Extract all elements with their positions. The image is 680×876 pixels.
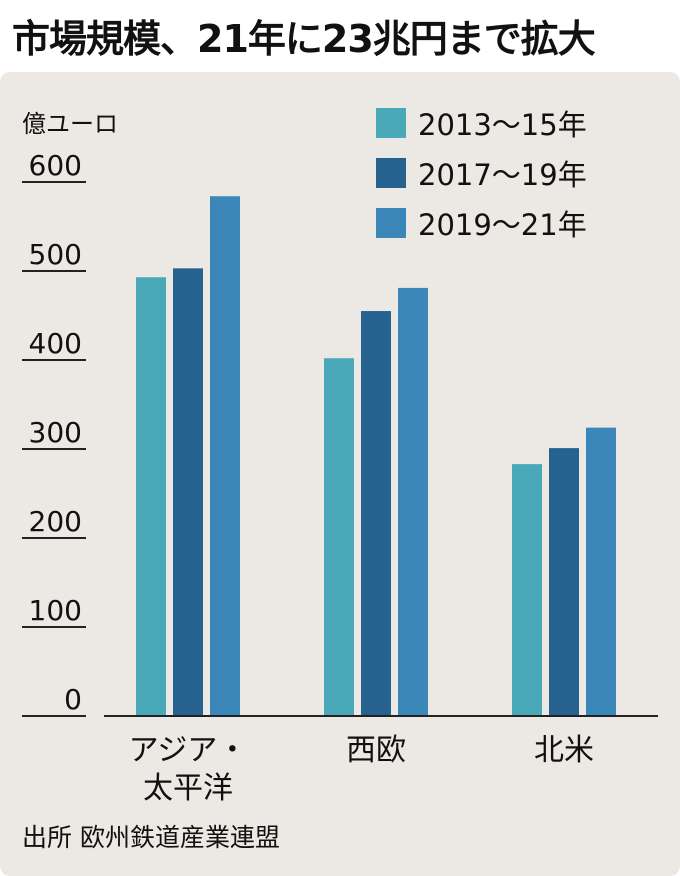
- y-tick-label: 0: [64, 683, 82, 716]
- x-category-label: 太平洋: [143, 771, 233, 806]
- bar: [398, 287, 428, 716]
- bar: [361, 311, 391, 716]
- legend-swatch: [376, 158, 406, 188]
- x-axis: アジア・太平洋 西欧 北米: [104, 715, 658, 806]
- y-tick-label: 300: [29, 416, 82, 449]
- chart-title: 市場規模、21年に23兆円まで拡大: [12, 17, 596, 61]
- bar: [512, 464, 542, 716]
- bar: [586, 427, 616, 716]
- y-tick-label: 500: [29, 238, 82, 271]
- bar: [549, 448, 579, 716]
- y-tick-label: 600: [29, 149, 82, 182]
- y-tick-label: 200: [29, 505, 82, 538]
- bar: [173, 268, 203, 716]
- legend: 2013〜15年 2017〜19年 2019〜21年: [376, 108, 587, 242]
- y-axis: 0 100 200 300 400 500 600: [22, 149, 86, 717]
- x-category-label: アジア・: [129, 733, 248, 768]
- legend-label: 2013〜15年: [418, 108, 587, 142]
- legend-label: 2017〜19年: [418, 158, 587, 192]
- source-note: 出所 欧州鉄道産業連盟: [22, 823, 280, 852]
- legend-label: 2019〜21年: [418, 208, 587, 242]
- y-axis-unit-label: 億ユーロ: [22, 110, 118, 138]
- legend-swatch: [376, 208, 406, 238]
- y-tick-label: 100: [29, 594, 82, 627]
- bars: [136, 196, 616, 717]
- x-category-label: 西欧: [346, 733, 406, 768]
- bar: [136, 277, 166, 716]
- legend-swatch: [376, 108, 406, 138]
- x-category-label: 北米: [534, 733, 594, 768]
- bar: [324, 358, 354, 716]
- bar: [210, 196, 240, 717]
- y-tick-label: 400: [29, 327, 82, 360]
